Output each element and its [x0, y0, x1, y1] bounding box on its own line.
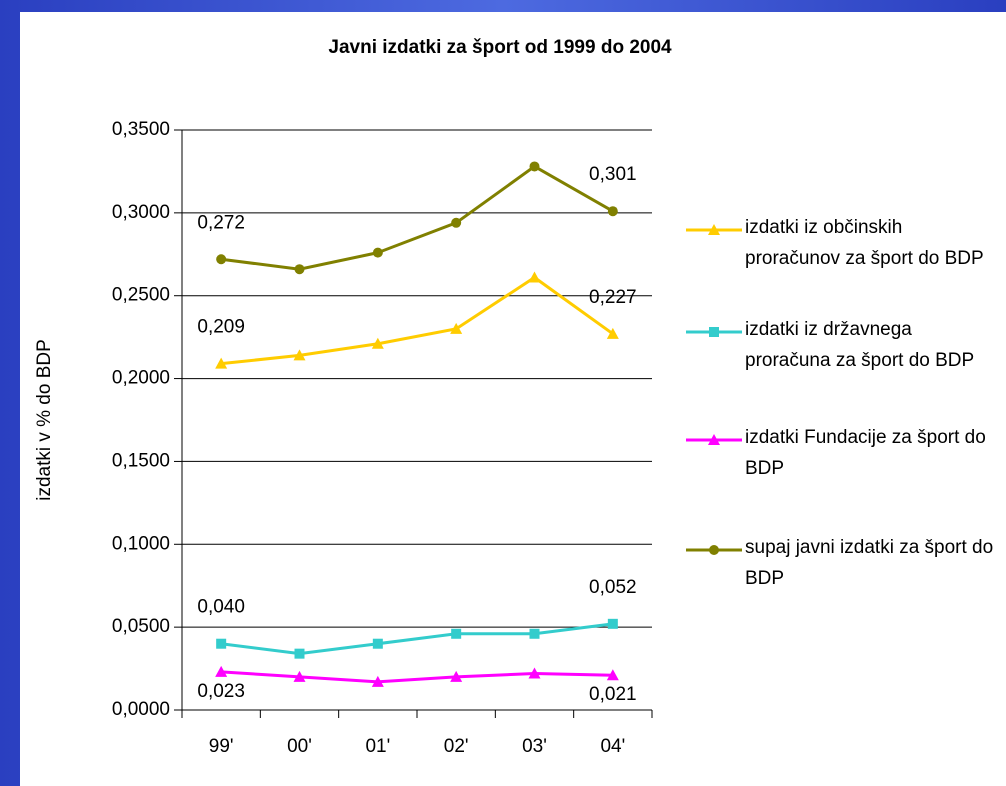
x-tick-label: 04' [600, 736, 625, 757]
data-label: 0,023 [197, 681, 245, 702]
data-label: 0,272 [197, 212, 245, 233]
marker [450, 322, 463, 334]
marker [215, 357, 228, 369]
line [220, 622, 614, 656]
y-tick-label: 0,3000 [112, 202, 170, 223]
marker [293, 670, 306, 682]
data-label: 0,052 [589, 577, 637, 598]
x-tick-label: 99' [209, 736, 234, 757]
legend-label: izdatki iz državnega proračuna za šport … [745, 319, 975, 371]
marker [216, 638, 227, 649]
marker [451, 628, 462, 639]
data-label: 0,301 [589, 164, 637, 185]
marker [529, 161, 540, 172]
data-label: 0,040 [197, 597, 245, 618]
x-tick-label: 02' [444, 736, 469, 757]
marker [451, 217, 462, 228]
marker [215, 665, 228, 677]
legend-marker [708, 224, 720, 235]
marker [371, 337, 384, 349]
legend-label: izdatki Fundacije za šport do BDP [745, 427, 986, 479]
y-tick-label: 0,1500 [112, 450, 170, 471]
marker [529, 628, 540, 639]
chart-title: Javni izdatki za šport od 1999 do 2004 [328, 37, 672, 58]
y-tick-label: 0,1000 [112, 533, 170, 554]
y-axis-label: izdatki v % do BDP [34, 339, 55, 501]
legend-label: izdatki iz občinskih proračunov za šport… [745, 217, 984, 269]
x-tick-label: 01' [365, 736, 390, 757]
chart-panel [20, 12, 1006, 786]
marker [607, 206, 618, 217]
x-tick-label: 03' [522, 736, 547, 757]
legend-marker [709, 327, 719, 337]
marker [372, 638, 383, 649]
marker [450, 670, 463, 682]
marker [607, 618, 618, 629]
marker [606, 327, 619, 339]
legend-label: supaj javni izdatki za šport do BDP [745, 537, 994, 589]
marker [294, 648, 305, 659]
marker [294, 264, 305, 275]
y-tick-label: 0,2500 [112, 285, 170, 306]
marker [216, 254, 227, 265]
marker [528, 667, 541, 679]
marker [606, 669, 619, 681]
data-label: 0,021 [589, 684, 637, 705]
marker [293, 349, 306, 361]
line [221, 670, 613, 684]
marker [372, 247, 383, 258]
y-tick-label: 0,3500 [112, 119, 170, 140]
y-tick-label: 0,0000 [112, 699, 170, 720]
y-tick-label: 0,2000 [112, 368, 170, 389]
legend-marker [709, 545, 719, 555]
data-label: 0,227 [589, 287, 637, 308]
line [221, 275, 614, 366]
marker [371, 675, 384, 687]
x-tick-label: 00' [287, 736, 312, 757]
y-tick-label: 0,0500 [112, 616, 170, 637]
marker [528, 271, 541, 283]
legend-marker [708, 434, 720, 445]
data-label: 0,209 [197, 317, 245, 338]
line [220, 164, 614, 271]
